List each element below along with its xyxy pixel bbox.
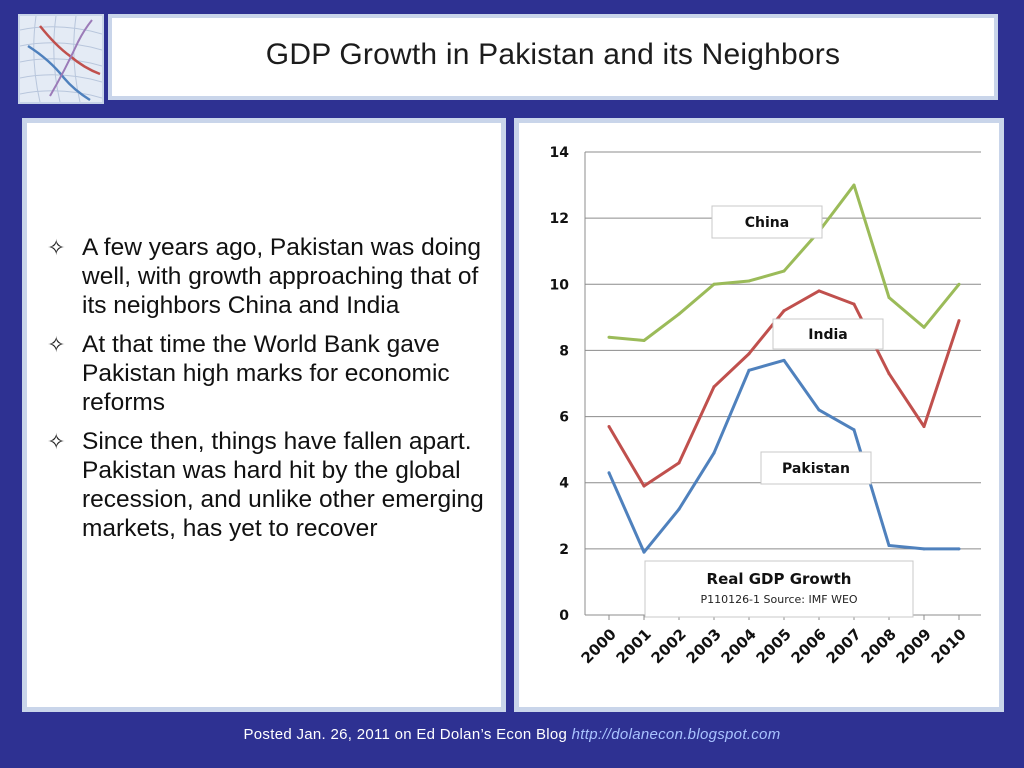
y-tick-label: 6 (559, 410, 569, 426)
data-point-pakistan (712, 451, 716, 455)
x-tick-label: 2008 (858, 625, 900, 667)
bullet-item: ✧ At that time the World Bank gave Pakis… (47, 330, 509, 417)
chart-subtitle: P110126-1 Source: IMF WEO (700, 593, 857, 606)
x-tick-label: 2009 (893, 625, 935, 667)
logo-graphic (20, 16, 102, 102)
x-tick-label: 2002 (648, 625, 690, 667)
data-point-india (817, 289, 821, 293)
data-point-china (607, 335, 611, 339)
bullet-text: At that time the World Bank gave Pakista… (82, 331, 450, 416)
x-tick-label: 2007 (823, 625, 865, 667)
data-point-india (887, 372, 891, 376)
data-point-china (957, 282, 961, 286)
y-tick-label: 0 (559, 608, 569, 624)
data-point-china (747, 279, 751, 283)
data-point-india (747, 352, 751, 356)
title-box: GDP Growth in Pakistan and its Neighbors (108, 14, 998, 100)
data-point-pakistan (922, 547, 926, 551)
bullet-list: ✧ A few years ago, Pakistan was doing we… (47, 233, 509, 553)
data-point-china (782, 269, 786, 273)
text-panel: ✧ A few years ago, Pakistan was doing we… (22, 118, 506, 712)
data-point-pakistan (642, 550, 646, 554)
slide-title: GDP Growth in Pakistan and its Neighbors (265, 38, 841, 71)
data-point-india (922, 424, 926, 428)
data-point-pakistan (782, 358, 786, 362)
series-label-india: India (808, 327, 847, 343)
y-tick-label: 4 (559, 476, 569, 492)
series-label-box (760, 451, 872, 485)
data-point-pakistan (852, 428, 856, 432)
x-tick-label: 2010 (928, 625, 970, 667)
bullet-text: A few years ago, Pakistan was doing well… (82, 234, 482, 319)
data-point-china (677, 312, 681, 316)
footer-text: Posted Jan. 26, 2011 on Ed Dolan’s Econ … (243, 726, 568, 743)
y-tick-label: 8 (559, 343, 569, 359)
data-point-pakistan (747, 368, 751, 372)
data-point-pakistan (957, 547, 961, 551)
data-point-india (607, 424, 611, 428)
x-tick-label: 2000 (578, 625, 620, 667)
data-point-china (887, 296, 891, 300)
data-point-india (957, 319, 961, 323)
bullet-text: Since then, things have fallen apart. Pa… (82, 428, 484, 542)
series-label-pakistan: Pakistan (782, 461, 850, 477)
data-point-india (642, 484, 646, 488)
series-label-box (711, 205, 823, 239)
gdp-line-chart: 0246810121420002001200220032004200520062… (550, 145, 981, 667)
data-point-india (782, 309, 786, 313)
data-point-china (712, 282, 716, 286)
data-point-china (922, 325, 926, 329)
logo (18, 14, 104, 104)
chart-title: Real GDP Growth (707, 570, 852, 588)
x-tick-label: 2001 (613, 625, 655, 667)
four-point-star-icon: ✧ (47, 235, 66, 260)
footer: Posted Jan. 26, 2011 on Ed Dolan’s Econ … (0, 726, 1024, 743)
data-point-pakistan (607, 471, 611, 475)
blog-link[interactable]: http://dolanecon.blogspot.com (571, 726, 781, 743)
x-tick-label: 2004 (718, 625, 760, 667)
data-point-pakistan (677, 507, 681, 511)
data-point-india (677, 461, 681, 465)
y-tick-label: 14 (550, 145, 570, 161)
x-tick-label: 2005 (753, 625, 795, 667)
y-tick-label: 10 (550, 277, 570, 293)
x-tick-label: 2006 (788, 625, 830, 667)
series-label-box (772, 318, 884, 350)
data-point-india (852, 302, 856, 306)
data-point-china (852, 183, 856, 187)
data-point-pakistan (887, 544, 891, 548)
y-tick-label: 2 (559, 542, 569, 558)
series-label-china: China (745, 215, 789, 231)
four-point-star-icon: ✧ (47, 429, 66, 454)
chart-title-box (644, 560, 914, 618)
chart-panel: 0 2 4 6 8 10 12 14 2000 2001 2002 2003 2004 2005 2006 2… (514, 118, 1004, 712)
data-point-india (712, 385, 716, 389)
x-tick-label: 2003 (683, 625, 725, 667)
bullet-item: ✧ Since then, things have fallen apart. … (47, 427, 509, 543)
bullet-item: ✧ A few years ago, Pakistan was doing we… (47, 233, 509, 320)
y-tick-label: 12 (550, 211, 569, 227)
data-point-pakistan (817, 408, 821, 412)
data-point-china (642, 339, 646, 343)
four-point-star-icon: ✧ (47, 332, 66, 357)
